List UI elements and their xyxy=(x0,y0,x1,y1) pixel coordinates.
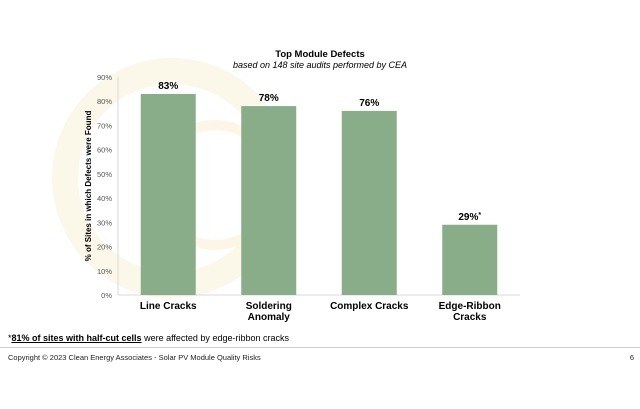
category-label-line: Anomaly xyxy=(248,312,291,323)
chart-title: Top Module Defects xyxy=(275,49,365,60)
y-tick-label: 60% xyxy=(97,146,112,155)
data-label-value: 78% xyxy=(259,93,279,104)
bar xyxy=(241,106,297,295)
y-tick-label: 40% xyxy=(97,194,112,203)
y-tick-label: 30% xyxy=(97,218,112,227)
category-label-line: Cracks xyxy=(453,312,487,323)
y-tick-label: 70% xyxy=(97,121,112,130)
category-label-line: Soldering xyxy=(246,301,292,312)
category-labels: Line Cracks Soldering Anomaly Complex Crack… xyxy=(140,301,501,323)
y-tick-label: 90% xyxy=(97,73,112,82)
y-axis-label: % of Sites in which Defects were Found xyxy=(84,111,93,262)
bars xyxy=(140,93,498,296)
category-label-line: Edge-Ribbon xyxy=(439,301,501,312)
chart-subtitle: based on 148 site audits performed by CE… xyxy=(233,60,407,70)
bar xyxy=(140,93,196,295)
y-ticks: 0% 10% 20% 30% 40% 50% 60% 70% 80% 90% xyxy=(97,73,112,300)
footnote-text: were affected by edge-ribbon cracks xyxy=(141,333,289,343)
page-number: 6 xyxy=(629,353,634,362)
y-tick-label: 20% xyxy=(97,243,112,252)
category-label: Soldering Anomaly xyxy=(246,301,292,323)
data-label: 78% xyxy=(259,93,279,104)
y-tick-label: 80% xyxy=(97,97,112,106)
top-band xyxy=(0,0,640,46)
data-label-footnote-mark: * xyxy=(478,212,481,219)
data-labels: 83% 78% 76% 29%* xyxy=(158,81,481,223)
bottom-band xyxy=(0,366,640,409)
category-label: Complex Cracks xyxy=(330,301,409,312)
category-label-line: Line Cracks xyxy=(140,301,197,312)
y-tick-label: 50% xyxy=(97,170,112,179)
data-label-value: 76% xyxy=(359,98,379,109)
bar xyxy=(442,224,498,295)
data-label-value: 83% xyxy=(158,81,178,92)
footer-copyright: Copyright © 2023 Clean Energy Associates… xyxy=(8,353,261,362)
data-label-value: 29% xyxy=(458,212,478,223)
category-label-line: Complex Cracks xyxy=(330,301,409,312)
y-tick-label: 10% xyxy=(97,267,112,276)
y-tick-label: 0% xyxy=(101,291,112,300)
category-label: Edge-Ribbon Cracks xyxy=(439,301,501,323)
data-label: 83% xyxy=(158,81,178,92)
bar xyxy=(341,110,397,296)
footer-divider xyxy=(0,347,640,348)
footnote: *81% of sites with half-cut cells were a… xyxy=(8,333,289,343)
data-label: 29%* xyxy=(458,212,481,223)
footnote-highlight: 81% of sites with half-cut cells xyxy=(11,333,142,343)
data-label: 76% xyxy=(359,98,379,109)
category-label: Line Cracks xyxy=(140,301,197,312)
footnote-mark: * xyxy=(8,333,12,343)
